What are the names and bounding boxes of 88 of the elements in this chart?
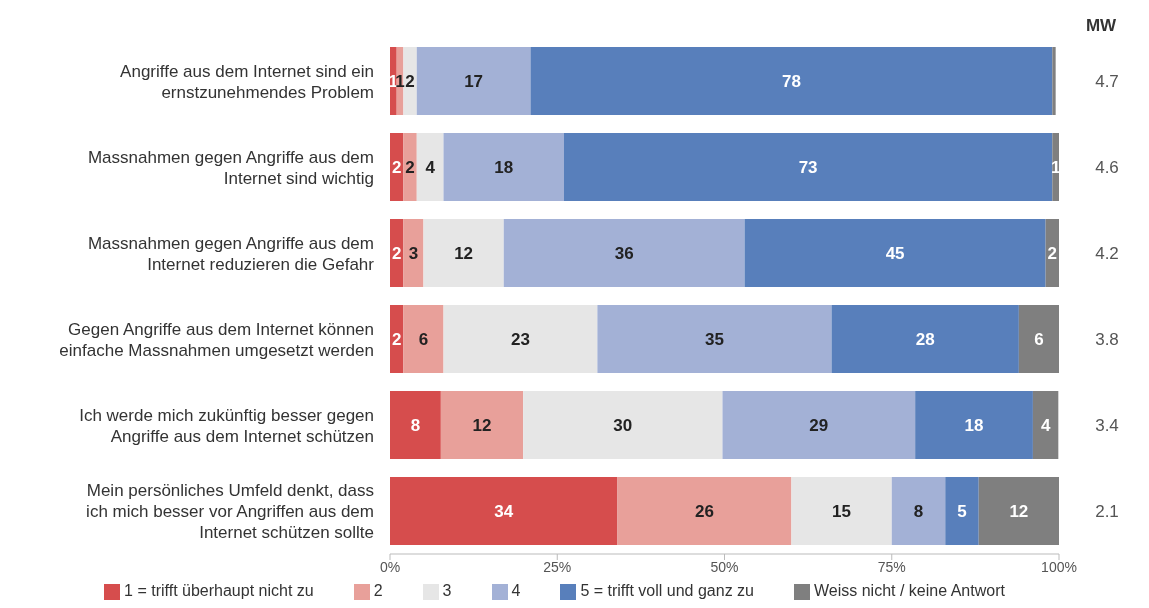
bar [530,47,1053,115]
bar [791,477,892,545]
data-label: 15 [832,501,852,521]
legend-label: Weiss nicht / keine Antwort [814,582,1005,599]
data-label: 8 [913,501,924,521]
bar [945,477,979,545]
x-tick-label: 75% [877,558,906,575]
x-tick-label: 100% [1041,558,1077,575]
legend-label: 1 = trifft überhaupt nicht zu [124,582,314,599]
data-label: 30 [613,415,633,435]
bar [443,305,598,373]
data-label: 26 [694,501,714,521]
data-label: 1 [1050,157,1061,177]
data-label: 2 [1047,243,1058,263]
bar [443,133,564,201]
bar [390,391,441,459]
data-label: 3 [408,243,419,263]
data-label: 5 [957,501,967,521]
bar [390,47,397,115]
x-tick-label: 50% [710,558,739,575]
data-label: 28 [915,329,935,349]
bar [390,477,618,545]
data-label: 2 [391,329,402,349]
bar [1032,391,1059,459]
data-label: 2 [405,71,415,91]
text: 3.4 [1095,415,1119,435]
bar [563,133,1053,201]
bar [403,47,417,115]
legend-label: 5 = trifft voll und ganz zu [580,582,754,599]
data-label: 34 [494,501,514,521]
text: 4.7 [1095,71,1119,91]
bar [416,47,531,115]
bar [597,305,832,373]
bar [503,219,745,287]
bar [722,391,916,459]
legend-label: 4 [511,582,521,599]
text: 4.6 [1095,157,1119,177]
bar [403,305,444,373]
data-label: 35 [705,329,724,349]
y-tick-label: Angriffe aus dem Internet sind ein ernstzunehmendes Problem [120,61,374,101]
data-label: 18 [964,415,984,435]
legend-label: 3 [442,582,452,599]
x-tick-label: 25% [543,558,572,575]
data-label: 36 [614,243,634,263]
legend-label: 2 [373,582,383,599]
data-label: 12 [472,415,492,435]
data-label: 12 [454,243,474,263]
y-tick-label: Massnahmen gegen Angriffe aus dem Internet sind wichtig [87,147,374,187]
bar [403,219,424,287]
bar [1018,305,1059,373]
bar [1052,133,1059,201]
data-label: 23 [510,329,530,349]
data-label: 12 [1009,501,1029,521]
data-label: 73 [798,157,818,177]
bar [744,219,1046,287]
data-label: 4 [425,157,436,177]
data-label: 2 [391,243,402,263]
bar [978,477,1059,545]
bar [915,391,1033,459]
data-label: 6 [418,329,429,349]
data-label: 2 [391,157,402,177]
data-label: 78 [781,71,801,91]
bar [440,391,524,459]
data-label: 4 [1040,415,1051,435]
y-tick-label: Massnahmen gegen Angriffe aus dem Internet reduzieren die Gefahr [87,233,375,273]
bar [617,477,792,545]
bar [523,391,723,459]
bar [403,133,417,201]
data-label: 45 [885,243,905,263]
data-label: 17 [464,71,484,91]
y-tick-label: Mein persönliches Umfeld denkt, dass ich mich besser vor Angriffen aus dem Internet schützen sollte [86,480,374,542]
bar [416,133,444,201]
data-label: 29 [809,415,829,435]
data-label: 6 [1034,329,1044,349]
text: 3.8 [1095,329,1119,349]
x-tick-label: 0% [379,558,401,575]
bar [831,305,1019,373]
text: 2.1 [1095,501,1119,521]
bar [1052,47,1056,115]
y-tick-label: Ich werde mich zukünftig besser gegen Angriffe aus dem Internet schützen [79,405,374,445]
bar [891,477,946,545]
bar [423,219,504,287]
data-label: 2 [405,157,415,177]
data-label: 8 [410,415,421,435]
data-label: 18 [494,157,514,177]
text: MW [1084,16,1118,36]
text: 4.2 [1095,243,1119,263]
y-tick-label: Gegen Angriffe aus dem Internet können einfache Massnahmen umgesetzt werden [59,319,374,359]
